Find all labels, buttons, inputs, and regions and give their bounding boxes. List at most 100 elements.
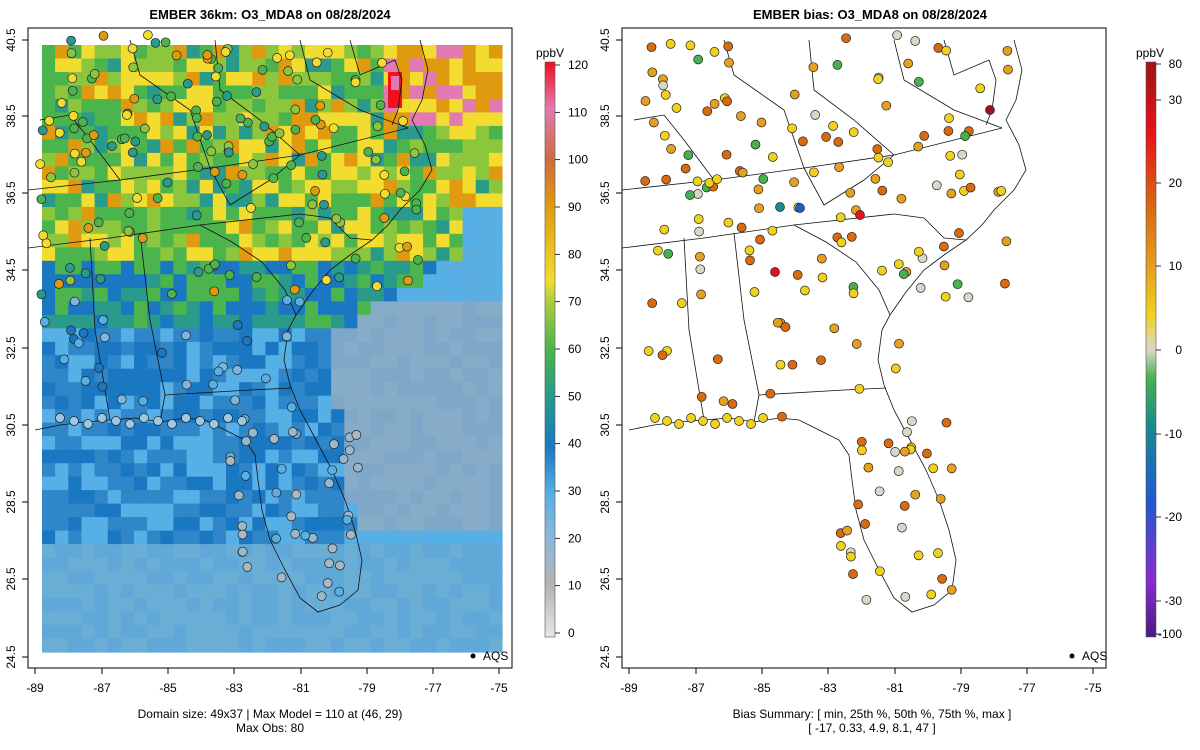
grid-cell [42,625,56,640]
grid-cell [55,638,69,653]
grid-cell [462,395,477,410]
station-marker [234,490,244,501]
right-colorbar-ramp [1145,61,1157,638]
grid-cell [357,112,372,127]
grid-cell [291,476,306,491]
grid-cell [226,328,240,343]
grid-cell [120,490,135,505]
right-map-title: EMBER bias: O3_MDA8 on 08/28/2024 [753,7,988,22]
grid-cell [147,233,161,248]
grid-cell [120,355,135,370]
grid-cell [212,247,227,262]
grid-cell [449,530,464,545]
grid-cell [55,436,69,451]
grid-cell [252,139,266,154]
grid-cell [344,638,358,653]
station-marker [286,160,297,171]
grid-cell [42,571,56,586]
bias-marker [861,594,872,605]
grid-cell [396,152,411,167]
grid-cell [357,58,372,73]
grid-cell [107,72,122,87]
grid-cell [396,422,411,437]
station-marker [327,465,338,476]
grid-cell [449,301,464,316]
grid-cell [488,58,503,73]
grid-cell [120,503,135,518]
grid-cell [265,99,280,114]
station-marker [242,336,253,346]
grid-cell [265,341,280,356]
grid-cell [278,233,293,248]
grid-cell [331,85,345,100]
grid-cell [449,139,464,154]
grid-cell [94,301,109,316]
bias-marker [694,226,704,237]
grid-cell [291,436,306,451]
station-marker [181,330,191,341]
grid-cell [68,625,82,640]
bias-marker [943,126,954,136]
grid-cell [475,139,490,154]
grid-cell [410,368,424,383]
station-marker [259,121,270,132]
grid-cell [488,409,503,424]
grid-cell [107,557,122,572]
bias-marker [722,413,732,423]
grid-cell [462,584,477,599]
grid-cell [383,395,398,410]
grid-cell [436,112,450,127]
grid-cell [436,328,450,343]
bias-marker [899,446,910,457]
grid-cell [396,449,411,464]
grid-cell [344,260,358,275]
grid-cell [94,557,109,572]
grid-cell [383,125,398,140]
grid-cell [396,584,411,599]
station-marker [97,413,107,423]
bias-marker [709,99,720,109]
grid-cell [449,490,464,505]
grid-cell [160,58,174,73]
bias-marker [698,416,708,426]
bias-marker [662,416,672,426]
grid-cell [55,152,69,167]
grid-cell [291,85,306,100]
grid-cell [291,166,306,181]
grid-cell [410,409,424,424]
grid-cell [304,611,319,626]
grid-cell [212,341,227,356]
grid-cell [410,476,424,491]
station-marker [150,37,161,48]
station-marker [268,173,279,184]
station-marker [230,395,240,406]
bias-marker [863,462,874,473]
grid-cell [488,584,503,599]
station-marker [54,279,64,289]
station-marker [316,151,327,161]
grid-cell [147,287,161,302]
grid-cell [488,139,503,154]
bias-marker [928,463,939,474]
grid-cell [252,557,266,572]
grid-cell [331,260,345,275]
bias-marker [693,54,704,65]
station-marker [317,169,328,180]
station-marker [398,116,408,126]
grid-cell [423,328,437,343]
grid-cell [173,422,188,437]
grid-cell [81,85,96,100]
grid-cell [488,625,503,640]
grid-cell [383,490,398,505]
grid-cell [475,503,490,518]
bias-marker [933,548,943,558]
state-border [28,213,301,249]
bias-marker [755,234,765,245]
grid-cell [475,544,490,559]
grid-cell [120,530,135,545]
grid-cell [370,544,385,559]
grid-cell [396,314,411,329]
grid-cell [173,314,188,329]
grid-cell [81,611,96,626]
grid-cell [42,409,56,424]
